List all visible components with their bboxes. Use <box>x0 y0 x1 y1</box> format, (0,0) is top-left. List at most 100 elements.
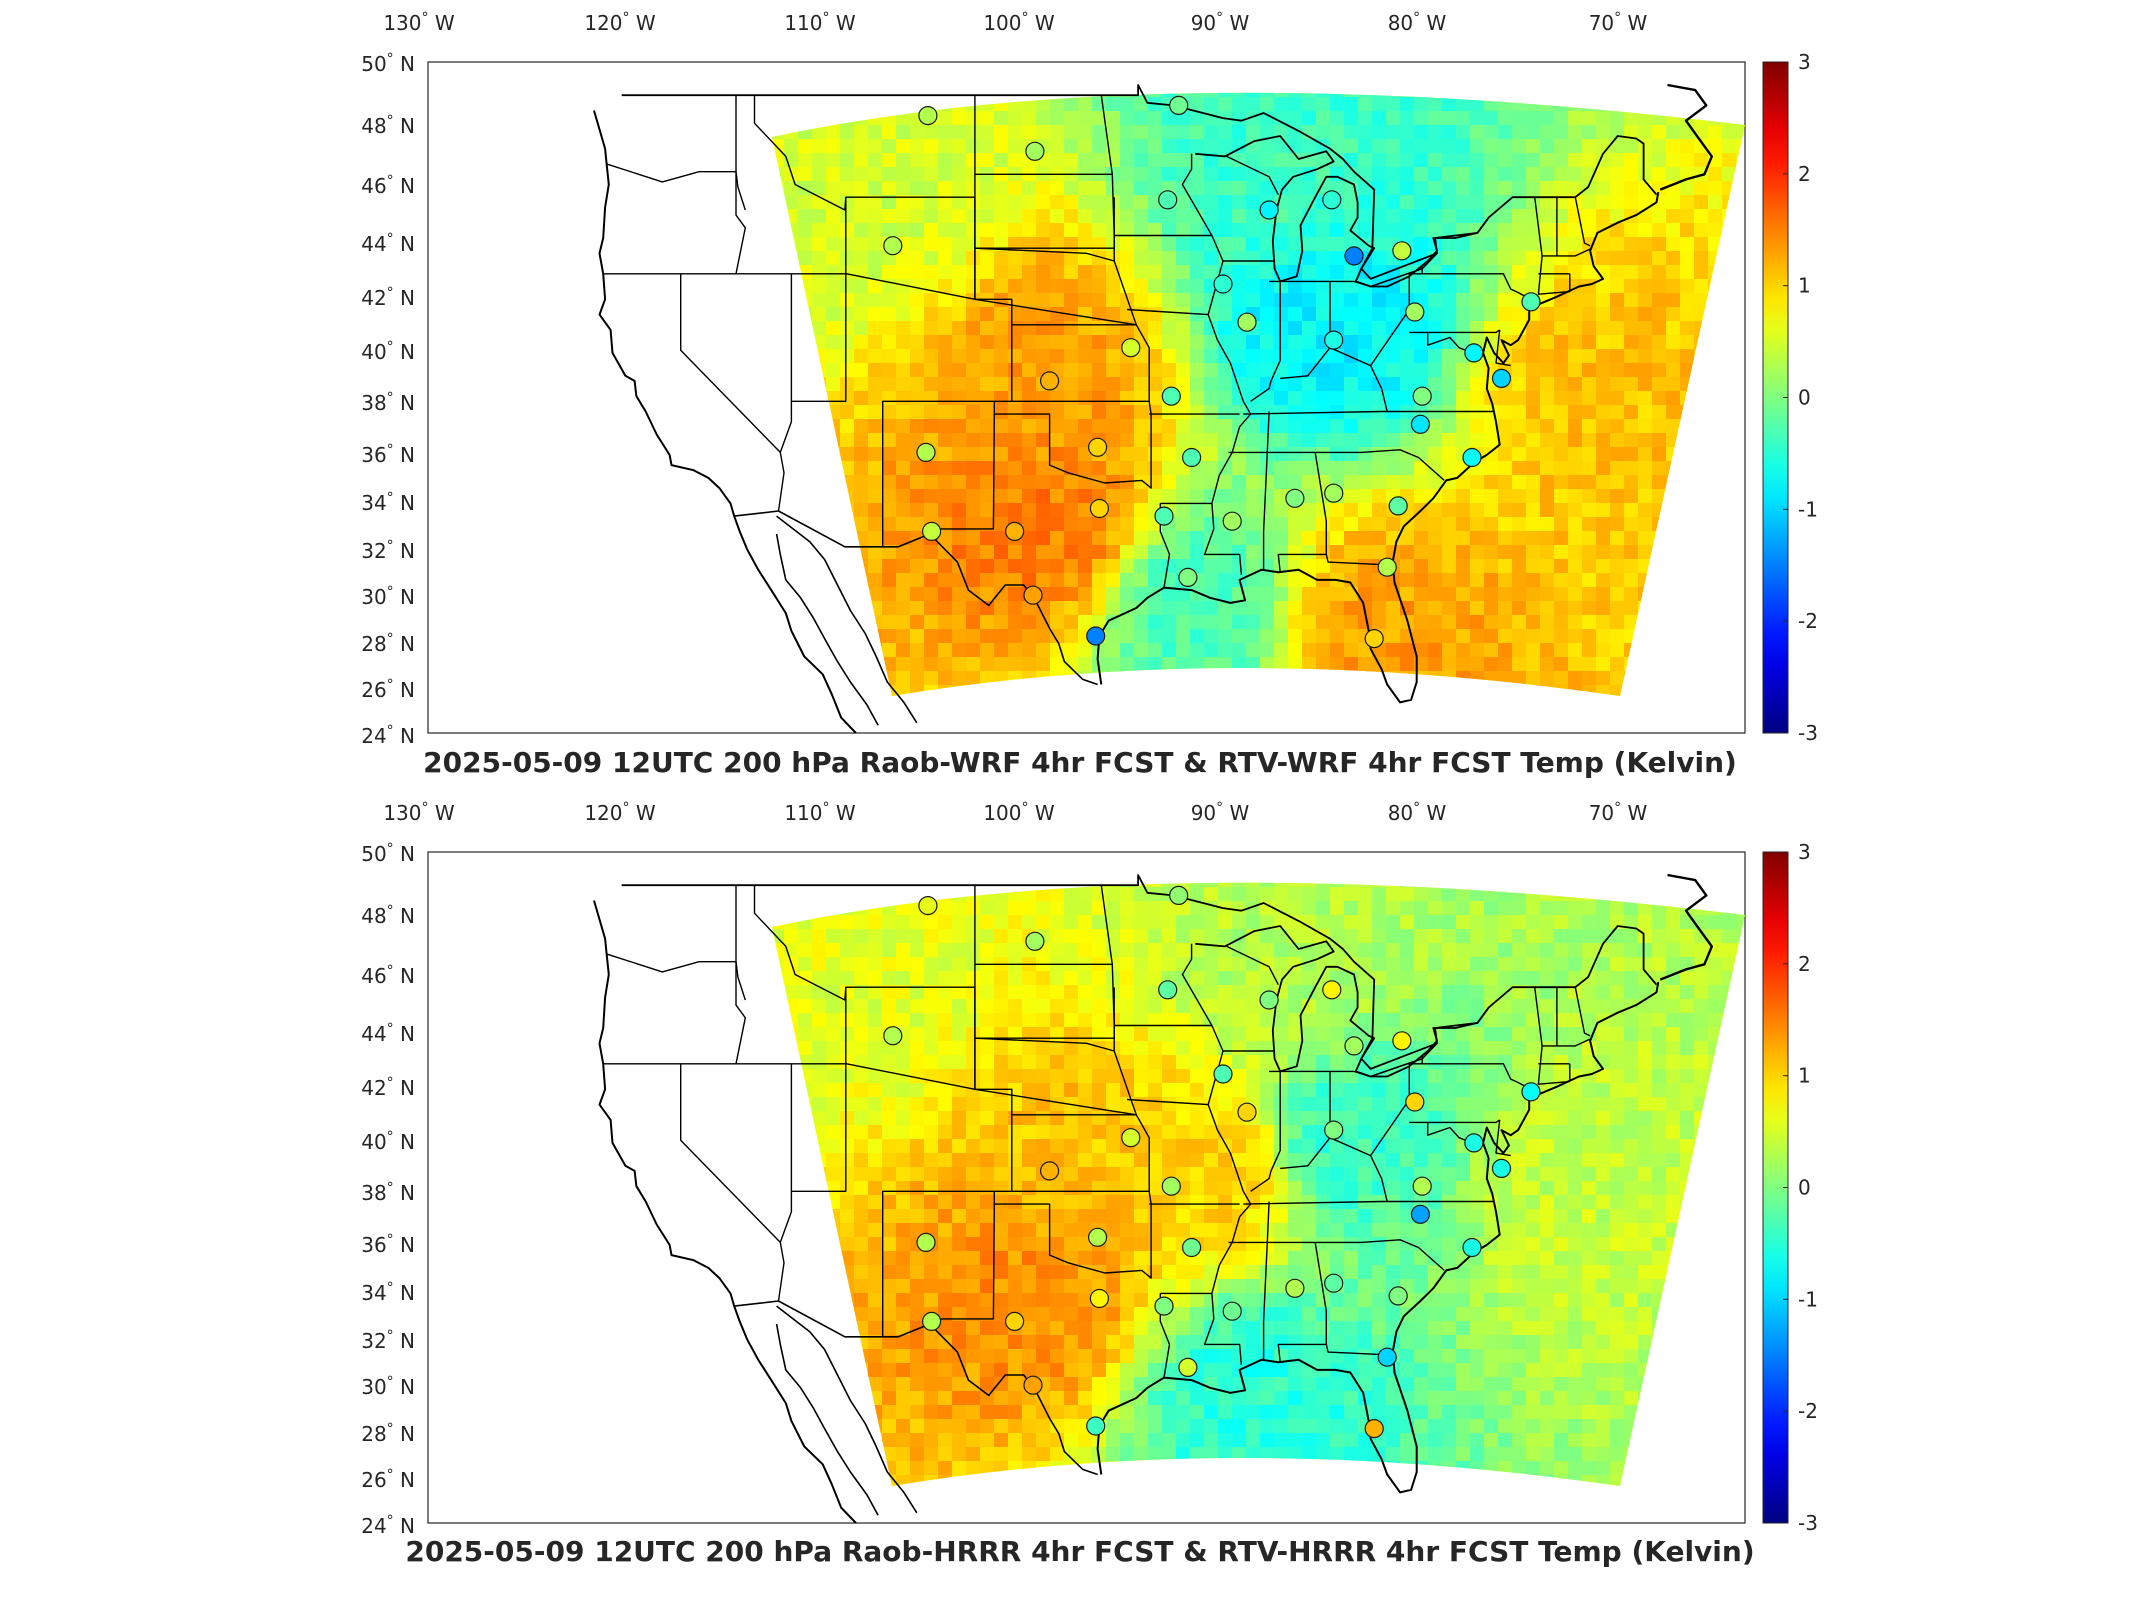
raob-station-marker <box>1491 1158 1512 1178</box>
raob-station-marker <box>916 1232 936 1252</box>
colorbar-tick-label: 2 <box>1798 952 1811 976</box>
colorbar-tick-label: -3 <box>1798 1511 1818 1535</box>
raob-station-marker <box>1086 626 1106 646</box>
state-boundary <box>974 247 1137 326</box>
state-boundary <box>1369 365 1388 412</box>
geography-lines <box>593 83 1713 734</box>
latitude-tick-label: 50° N <box>361 51 415 76</box>
raob-station-marker <box>1004 521 1025 542</box>
mexico-coastline <box>776 515 918 724</box>
state-boundary <box>735 885 746 1064</box>
baja-coastline <box>775 1323 879 1516</box>
map-figure: 130° W 120° W 110° W 100° W 90° W 80° W 70° W 5… <box>361 10 1818 748</box>
state-boundary <box>1100 885 1115 1051</box>
raob-station-marker <box>1161 1176 1181 1196</box>
state-boundary <box>606 953 736 973</box>
panel-wrf: 130° W 120° W 110° W 100° W 90° W 80° W 70° W 5… <box>0 0 2133 790</box>
state-boundary <box>1534 197 1570 295</box>
latitude-tick-label: 40° N <box>361 1129 415 1154</box>
raob-station-marker <box>883 236 903 256</box>
latitude-tick-label: 32° N <box>361 538 415 563</box>
raob-station-marker <box>1237 312 1257 332</box>
gulf-atlantic-coastline <box>1096 981 1660 1494</box>
raob-station-marker <box>1412 386 1432 406</box>
longitude-tick-label: 120° W <box>584 800 656 825</box>
raob-station-marker <box>1237 1102 1257 1122</box>
raob-station-marker <box>1324 483 1344 503</box>
state-boundary <box>1011 1114 1150 1192</box>
colorbar-tick-label: -3 <box>1798 721 1818 745</box>
raob-station-marker <box>1121 1128 1141 1148</box>
state-boundary <box>735 171 746 211</box>
raob-station-marker <box>1285 1278 1305 1298</box>
raob-station-marker <box>1462 1237 1482 1258</box>
colorbar-tick-label: 3 <box>1798 50 1811 74</box>
state-boundary <box>1250 280 1281 402</box>
colorbar-tick-label: 2 <box>1798 162 1811 186</box>
raob-station-marker <box>1259 200 1279 220</box>
latitude-tick-label: 50° N <box>361 841 415 866</box>
raob-station-marker <box>1158 980 1178 1000</box>
latitude-tick-label: 38° N <box>361 1180 415 1205</box>
longitude-tick-label: 80° W <box>1388 10 1447 35</box>
state-boundary <box>680 273 781 453</box>
longitude-tick-label: 70° W <box>1589 800 1648 825</box>
longitude-tick-label: 120° W <box>584 10 656 35</box>
longitude-tick-label: 110° W <box>784 10 856 35</box>
raob-station-marker <box>1324 1120 1344 1140</box>
panel-title: 2025-05-09 12UTC 200 hPa Raob-WRF 4hr FC… <box>423 746 1737 779</box>
latitude-tick-label: 38° N <box>361 390 415 415</box>
raob-station-marker <box>1322 980 1342 1000</box>
state-boundary <box>1361 1239 1445 1271</box>
raob-station-marker <box>1464 343 1484 363</box>
raob-stations <box>883 885 1541 1439</box>
raob-station-marker <box>1213 1064 1233 1084</box>
latitude-tick-label: 24° N <box>361 1513 415 1538</box>
raob-station-marker <box>1154 506 1174 526</box>
raob-station-marker <box>1213 274 1233 294</box>
raob-station-marker <box>1388 1286 1408 1306</box>
colorbar-tick-label: 0 <box>1798 1176 1811 1200</box>
state-boundary <box>1011 324 1150 402</box>
state-boundary <box>1262 411 1270 570</box>
longitude-tick-label: 110° W <box>784 800 856 825</box>
raob-station-marker <box>1377 1347 1397 1367</box>
latitude-tick-label: 30° N <box>361 584 415 609</box>
colorbar-tick-label: -1 <box>1798 1287 1818 1311</box>
raob-station-marker <box>1344 1036 1364 1056</box>
baja-coastline <box>775 533 879 726</box>
raob-station-marker <box>1181 1237 1202 1258</box>
colorbar-tick-label: 1 <box>1798 274 1811 298</box>
raob-station-marker <box>1086 1416 1106 1436</box>
raob-station-marker <box>1285 488 1305 508</box>
raob-station-marker <box>1222 511 1242 531</box>
latitude-tick-label: 48° N <box>361 113 415 138</box>
raob-station-marker <box>1025 141 1045 161</box>
raob-stations <box>883 95 1541 649</box>
raob-station-marker <box>1004 1311 1025 1332</box>
state-boundary <box>1409 1119 1501 1124</box>
state-boundary <box>1369 1155 1388 1202</box>
latitude-tick-label: 34° N <box>361 1280 415 1305</box>
colorbar-tick-label: -2 <box>1798 609 1818 633</box>
state-boundary <box>791 197 847 402</box>
raob-station-marker <box>1324 1273 1344 1293</box>
latitude-tick-label: 44° N <box>361 1021 415 1046</box>
colorbar: 3 2 1 0 -1 -2 -3 <box>1762 840 1818 1535</box>
state-boundary <box>1181 943 1213 1026</box>
state-boundary <box>993 401 1152 489</box>
state-boundary <box>603 273 976 300</box>
raob-station-marker <box>1222 1301 1242 1321</box>
raob-station-marker <box>1322 190 1342 210</box>
colorbar-tick-label: 3 <box>1798 840 1811 864</box>
state-boundary <box>927 1204 995 1320</box>
raob-station-marker <box>1388 496 1408 516</box>
colorbar-tick-label: -2 <box>1798 1399 1818 1423</box>
raob-station-marker <box>1464 1133 1484 1153</box>
latitude-tick-label: 26° N <box>361 1467 415 1492</box>
state-boundary <box>1409 329 1501 334</box>
state-boundary <box>1262 1201 1270 1360</box>
raob-station-marker <box>1412 1176 1432 1196</box>
latitude-tick-label: 36° N <box>361 1232 415 1257</box>
raob-station-marker <box>1324 330 1344 350</box>
